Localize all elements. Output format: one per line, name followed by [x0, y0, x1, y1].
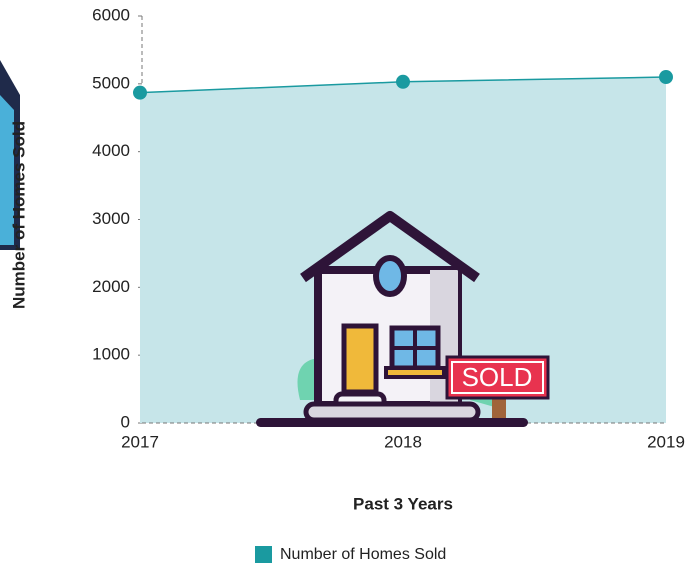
y-axis-label: Number of Homes Sold: [9, 121, 28, 309]
marker: [659, 70, 673, 84]
chart: SOLD Number of Homes Sold Past 3 Years 0…: [0, 0, 696, 567]
legend-label: Number of Homes Sold: [280, 546, 446, 563]
x-tick-label: 2019: [647, 432, 685, 451]
marker: [396, 75, 410, 89]
sign-text: SOLD: [462, 362, 533, 392]
y-tick-label: 6000: [92, 5, 130, 24]
x-tick-label: 2017: [121, 432, 159, 451]
x-axis-label: Past 3 Years: [353, 494, 453, 513]
y-tick-label: 3000: [92, 209, 130, 228]
legend-swatch: [255, 546, 272, 563]
y-tick-label: 2000: [92, 277, 130, 296]
y-tick-label: 5000: [92, 73, 130, 92]
y-tick-label: 1000: [92, 345, 130, 364]
x-tick-label: 2018: [384, 432, 422, 451]
y-tick-label: 4000: [92, 141, 130, 160]
y-tick-label: 0: [121, 412, 130, 431]
marker: [133, 86, 147, 100]
